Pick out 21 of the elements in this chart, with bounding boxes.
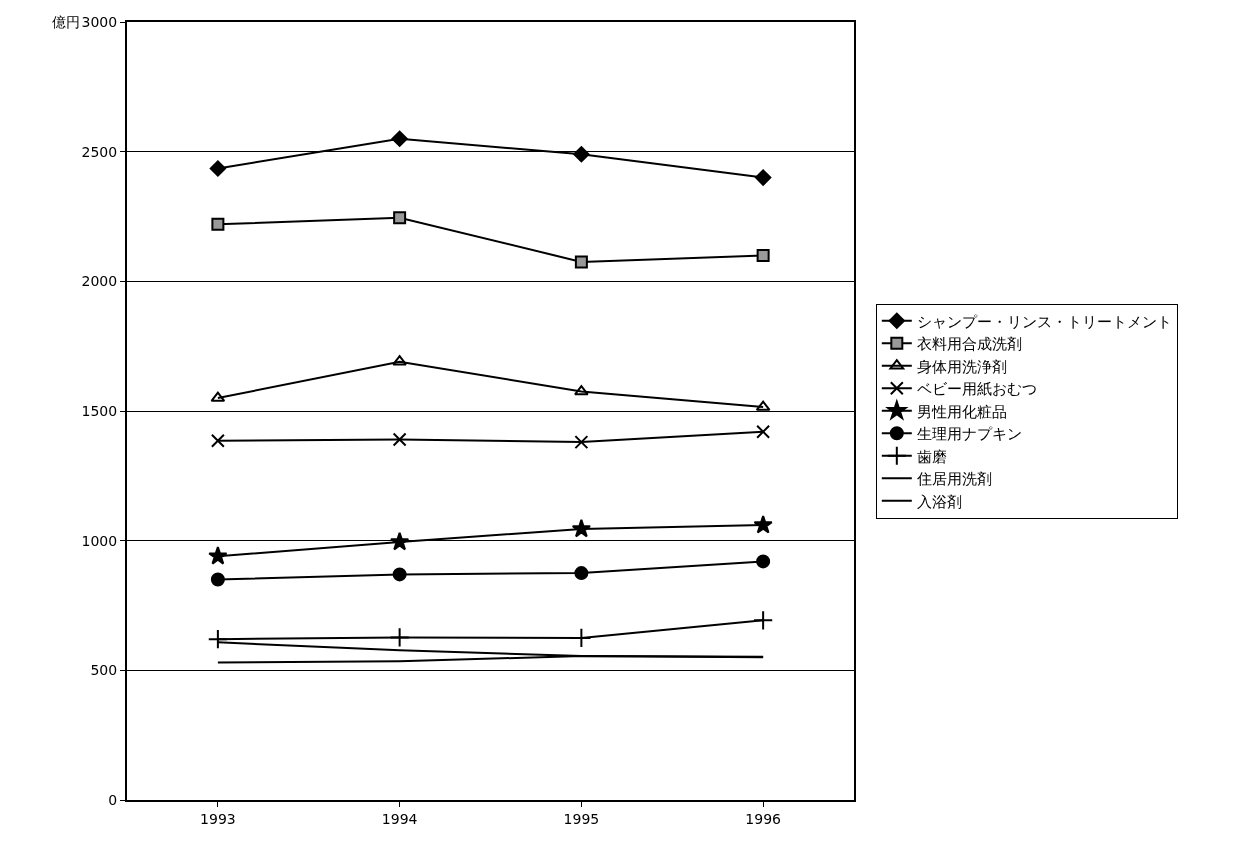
- y-tick-label: 2500: [81, 143, 118, 160]
- y-tick-label: 2000: [81, 273, 118, 290]
- legend-label: 歯磨: [916, 447, 947, 466]
- x-tick-label: 1995: [563, 810, 600, 827]
- x-tick-label: 1994: [381, 810, 418, 827]
- legend-label: 住居用洗剤: [915, 470, 992, 489]
- y-tick-label: 500: [90, 662, 118, 679]
- legend-label: 男性用化粧品: [916, 402, 1007, 421]
- x-tick-label: 1993: [200, 810, 236, 827]
- legend-label: シャンプー・リンス・トリートメント: [916, 312, 1172, 331]
- y-axis-title: 億円: [52, 14, 80, 30]
- y-tick-label: 1000: [81, 532, 118, 549]
- legend-label: 衣料用合成洗剤: [916, 335, 1022, 354]
- legend-label: 生理用ナプキン: [916, 425, 1022, 444]
- y-tick-label: 0: [108, 791, 118, 808]
- y-tick-label: 3000: [81, 13, 118, 30]
- y-tick-label: 1500: [81, 402, 118, 419]
- legend-label: 入浴剤: [916, 492, 962, 511]
- legend-label: 身体用洗浄剤: [916, 357, 1007, 376]
- legend-label: ベビー用紙おむつ: [916, 380, 1037, 399]
- x-tick-label: 1996: [745, 810, 782, 827]
